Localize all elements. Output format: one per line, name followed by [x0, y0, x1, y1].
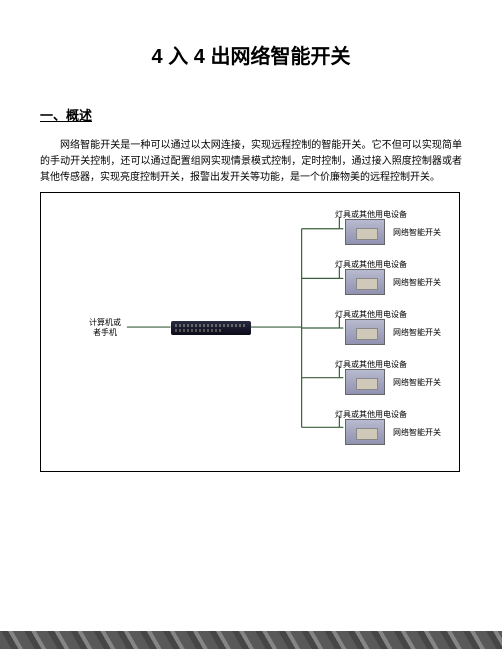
network-switch-icon — [171, 321, 251, 335]
device-unit-label: 网络智能开关 — [393, 377, 441, 388]
section-header-overview: 一、概述 — [40, 105, 462, 124]
computer-label-line1: 计算机或 — [89, 318, 121, 327]
computer-or-phone-label: 计算机或者手机 — [89, 318, 121, 339]
device-box — [345, 369, 385, 395]
computer-label-line2: 者手机 — [93, 328, 117, 337]
page-title: 4 入 4 出网络智能开关 — [40, 40, 462, 69]
device-unit-label: 网络智能开关 — [393, 327, 441, 338]
overview-paragraph: 网络智能开关是一种可以通过以太网连接，实现远程控制的智能开关。它不但可以实现简单… — [40, 138, 462, 186]
device-unit-label: 网络智能开关 — [393, 227, 441, 238]
topology-diagram: 灯具或其他用电设备网络智能开关灯具或其他用电设备网络智能开关灯具或其他用电设备网… — [40, 192, 460, 472]
device-box — [345, 219, 385, 245]
page-footer-band — [0, 631, 502, 649]
device-box — [345, 419, 385, 445]
device-unit-label: 网络智能开关 — [393, 277, 441, 288]
device-box — [345, 269, 385, 295]
device-unit-label: 网络智能开关 — [393, 427, 441, 438]
device-box — [345, 319, 385, 345]
